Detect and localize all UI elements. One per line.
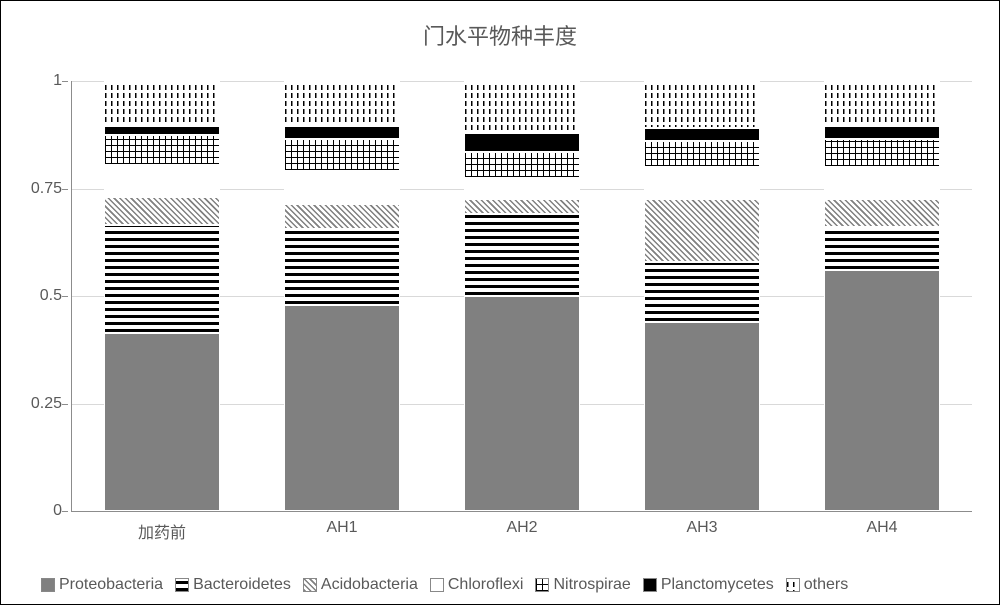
- bar-segment-nitrospirae: [464, 152, 579, 178]
- bar-segment-chloroflexi: [644, 167, 759, 199]
- legend-item: Planctomycetes: [643, 576, 774, 594]
- legend-label: Planctomycetes: [661, 576, 774, 594]
- bar-segment-chloroflexi: [464, 178, 579, 200]
- bar-segment-nitrospirae: [644, 141, 759, 167]
- bars-group: [72, 81, 972, 511]
- legend-swatch-acidobacteria: [303, 578, 317, 592]
- legend-swatch-nitrospirae: [535, 578, 549, 592]
- bar-segment-nitrospirae: [284, 139, 399, 171]
- bar-segment-acidobacteria: [824, 199, 939, 227]
- bar-segment-planctomycetes: [104, 126, 219, 135]
- ytick-label: 0: [12, 502, 62, 520]
- bar-segment-chloroflexi: [104, 165, 219, 197]
- xtick-label: AH2: [465, 519, 580, 537]
- bar-segment-acidobacteria: [644, 199, 759, 261]
- legend-swatch-proteobacteria: [41, 578, 55, 592]
- bar-segment-bacteroidetes: [824, 227, 939, 270]
- bar-segment-bacteroidetes: [284, 229, 399, 304]
- bar-segment-others: [284, 81, 399, 126]
- bar-segment-planctomycetes: [824, 126, 939, 139]
- bar-segment-others: [644, 81, 759, 128]
- ytick: [62, 189, 68, 190]
- legend-label: others: [804, 576, 848, 594]
- legend-item: Nitrospirae: [535, 576, 630, 594]
- bar-segment-chloroflexi: [284, 171, 399, 203]
- ytick-label: 0.25: [12, 395, 62, 413]
- bar-segment-others: [824, 81, 939, 126]
- bar-segment-planctomycetes: [644, 128, 759, 141]
- legend-label: Nitrospirae: [553, 576, 630, 594]
- bar-segment-bacteroidetes: [464, 214, 579, 296]
- legend-label: Chloroflexi: [448, 576, 524, 594]
- xtick-label: AH3: [645, 519, 760, 537]
- chart-title: 门水平物种丰度: [1, 19, 999, 51]
- bar-segment-bacteroidetes: [644, 262, 759, 322]
- bar-segment-proteobacteria: [644, 322, 759, 511]
- ytick-label: 0.5: [12, 287, 62, 305]
- legend-swatch-bacteroidetes: [175, 578, 189, 592]
- bar-segment-acidobacteria: [464, 199, 579, 214]
- ytick: [62, 511, 68, 512]
- legend-item: Proteobacteria: [41, 576, 163, 594]
- bar: [644, 81, 759, 511]
- bar-segment-proteobacteria: [104, 333, 219, 511]
- bar-segment-planctomycetes: [284, 126, 399, 139]
- legend-item: Acidobacteria: [303, 576, 418, 594]
- chart-container: 门水平物种丰度 00.250.50.751 加药前AH1AH2AH3AH4 Pr…: [0, 0, 1000, 605]
- bar: [284, 81, 399, 511]
- bar-segment-proteobacteria: [824, 270, 939, 511]
- legend-swatch-planctomycetes: [643, 578, 657, 592]
- legend-label: Bacteroidetes: [193, 576, 291, 594]
- bar: [104, 81, 219, 511]
- legend: Proteobacteria Bacteroidetes Acidobacteria…: [41, 576, 979, 594]
- ytick: [62, 81, 68, 82]
- ytick-label: 1: [12, 72, 62, 90]
- ytick: [62, 404, 68, 405]
- bar-segment-planctomycetes: [464, 133, 579, 152]
- plot-area: 00.250.50.751 加药前AH1AH2AH3AH4: [71, 81, 972, 512]
- bar-segment-acidobacteria: [284, 204, 399, 230]
- bar-segment-nitrospirae: [104, 135, 219, 165]
- bar: [464, 81, 579, 511]
- ytick-label: 0.75: [12, 180, 62, 198]
- bar-segment-proteobacteria: [464, 296, 579, 511]
- legend-item: Bacteroidetes: [175, 576, 291, 594]
- bar-segment-chloroflexi: [824, 167, 939, 199]
- legend-swatch-others: [786, 578, 800, 592]
- legend-label: Acidobacteria: [321, 576, 418, 594]
- legend-swatch-chloroflexi: [430, 578, 444, 592]
- xtick-label: AH1: [285, 519, 400, 537]
- bar-segment-acidobacteria: [104, 197, 219, 225]
- legend-label: Proteobacteria: [59, 576, 163, 594]
- xtick-label: 加药前: [105, 519, 220, 543]
- bar-segment-others: [104, 81, 219, 126]
- bar: [824, 81, 939, 511]
- bar-segment-bacteroidetes: [104, 225, 219, 333]
- bar-segment-nitrospirae: [824, 139, 939, 167]
- bar-segment-others: [464, 81, 579, 133]
- xtick-label: AH4: [825, 519, 940, 537]
- ytick: [62, 296, 68, 297]
- bar-segment-proteobacteria: [284, 305, 399, 511]
- legend-item: Chloroflexi: [430, 576, 524, 594]
- legend-item: others: [786, 576, 848, 594]
